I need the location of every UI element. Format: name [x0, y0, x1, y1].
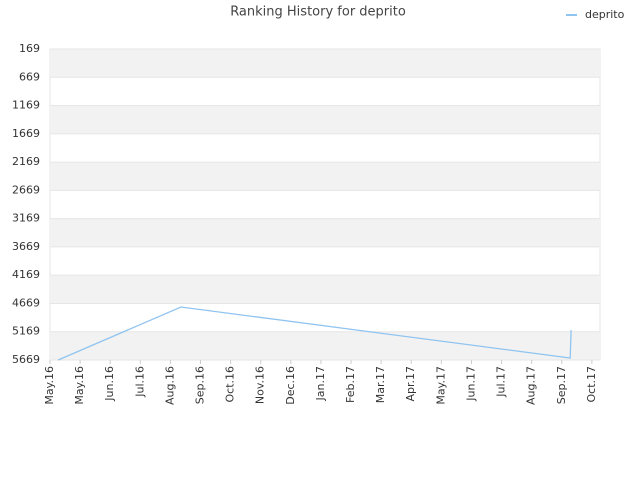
y-tick-label: 2669 [12, 183, 40, 196]
y-tick-label: 5169 [12, 325, 40, 338]
x-tick-label: Jul.16 [133, 366, 146, 398]
x-tick-label: Oct.17 [585, 366, 598, 403]
y-tick-label: 3169 [12, 212, 40, 225]
band [50, 218, 600, 247]
x-tick-label: Nov.16 [254, 366, 267, 404]
x-tick-label: Sep.16 [194, 366, 207, 404]
band [50, 331, 600, 360]
x-tick-label: Dec.16 [284, 366, 297, 405]
line [57, 306, 572, 361]
band [50, 49, 600, 78]
y-tick-label: 1669 [12, 127, 40, 140]
y-tick-label: 3669 [12, 240, 40, 253]
y-tick-label: 1169 [12, 99, 40, 112]
x-tick-label: Aug.17 [525, 366, 538, 405]
x-tick-label: Sep.17 [555, 366, 568, 404]
x-tick-label: Jun.16 [103, 366, 116, 402]
x-tick-label: Jan.17 [314, 366, 327, 401]
band [50, 162, 600, 191]
y-tick-label: 4669 [12, 296, 40, 309]
y-tick-label: 2169 [12, 155, 40, 168]
y-tick-label: 669 [19, 70, 40, 83]
x-tick-label: Oct.16 [224, 366, 237, 403]
chart-title: Ranking History for deprito [230, 5, 406, 20]
band [50, 275, 600, 304]
legend-label: deprito [585, 8, 625, 21]
x-tick-label: Mar.17 [374, 366, 387, 403]
x-tick-label: Aug.16 [163, 366, 176, 405]
band [50, 105, 600, 134]
plot-area [49, 48, 601, 361]
y-tick-label: 4169 [12, 268, 40, 281]
y-tick-label: 5669 [12, 353, 40, 366]
x-tick-label: May.16 [73, 366, 86, 405]
x-tick-label: Jun.17 [464, 366, 477, 402]
x-tick-label: May.17 [434, 366, 447, 405]
y-tick-label: 169 [19, 42, 40, 55]
x-tick-label: May.16 [43, 366, 56, 405]
x-tick-label: Apr.17 [404, 366, 417, 402]
x-tick-label: Jul.17 [495, 366, 508, 398]
x-tick-label: Feb.17 [344, 366, 357, 403]
